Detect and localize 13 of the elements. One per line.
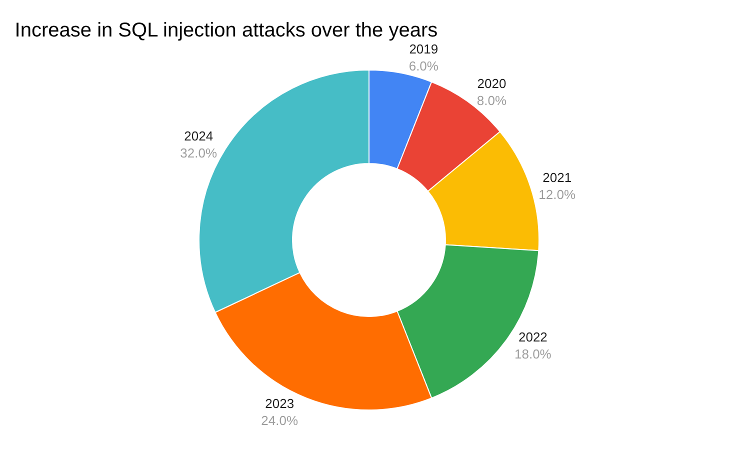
slice-label: 2021 bbox=[542, 170, 572, 185]
data-label: 32.0% bbox=[180, 145, 218, 160]
slice-label: 2022 bbox=[518, 329, 548, 344]
data-label: 8.0% bbox=[476, 92, 507, 108]
slice-label: 2020 bbox=[477, 76, 506, 92]
slice-label: 2019 bbox=[409, 42, 438, 57]
data-label: 18.0% bbox=[514, 346, 552, 362]
data-label: 6.0% bbox=[408, 58, 439, 74]
slice-label: 2024 bbox=[184, 128, 214, 144]
data-label: 24.0% bbox=[261, 412, 298, 428]
chart-title: Increase in SQL injection attacks over the years bbox=[14, 20, 438, 42]
slice-label: 2023 bbox=[265, 396, 294, 411]
data-label: 12.0% bbox=[538, 186, 576, 202]
